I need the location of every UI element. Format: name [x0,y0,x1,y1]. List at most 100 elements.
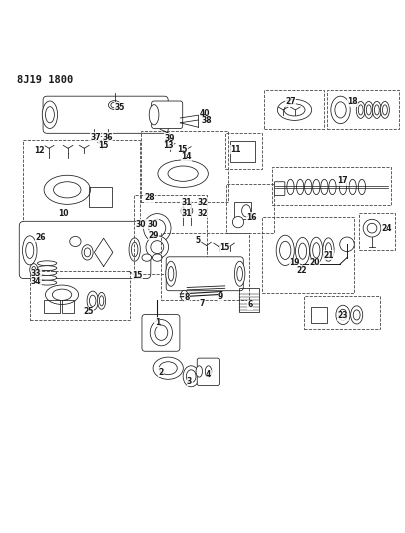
Bar [359,213,394,249]
Text: 38: 38 [201,116,212,125]
Ellipse shape [380,101,389,118]
FancyBboxPatch shape [274,182,285,196]
Text: 12: 12 [34,146,44,155]
Ellipse shape [287,179,294,195]
Ellipse shape [375,105,379,115]
Ellipse shape [149,219,166,237]
Text: 7: 7 [199,299,205,308]
Ellipse shape [181,290,188,301]
Text: 36: 36 [102,133,113,142]
Bar [44,300,60,313]
FancyBboxPatch shape [166,257,243,290]
Bar [234,202,251,219]
Text: 17: 17 [338,176,348,185]
Ellipse shape [358,105,363,115]
Ellipse shape [298,243,307,259]
Ellipse shape [150,320,173,346]
Ellipse shape [279,241,291,260]
Circle shape [232,216,244,228]
Bar [141,131,228,202]
Text: 9: 9 [218,292,223,301]
Ellipse shape [155,325,168,341]
Text: 32: 32 [197,198,208,207]
Ellipse shape [37,265,57,271]
Ellipse shape [45,107,54,123]
Ellipse shape [351,306,363,324]
Ellipse shape [339,309,347,320]
Bar [134,195,207,274]
Ellipse shape [296,237,310,265]
Ellipse shape [356,101,365,118]
Ellipse shape [323,238,334,261]
Circle shape [340,237,354,252]
Ellipse shape [37,276,57,280]
Text: 1: 1 [155,318,160,327]
Text: 16: 16 [247,213,257,222]
Ellipse shape [90,295,96,306]
Ellipse shape [364,101,373,118]
Bar [30,271,130,320]
Ellipse shape [158,160,208,188]
Ellipse shape [37,271,57,276]
Text: 30: 30 [136,220,146,229]
Text: 10: 10 [58,209,68,217]
Text: 20: 20 [309,258,320,267]
Text: 39: 39 [164,134,175,143]
Text: 19: 19 [289,258,300,267]
Ellipse shape [339,179,347,195]
Text: 31: 31 [181,209,192,217]
Ellipse shape [30,264,38,276]
Bar [161,233,249,300]
Text: 40: 40 [199,109,210,118]
Ellipse shape [42,101,58,128]
Text: 8J19 1800: 8J19 1800 [17,75,73,85]
Ellipse shape [44,175,90,204]
Text: 24: 24 [381,224,391,233]
Ellipse shape [70,237,81,247]
Text: 29: 29 [148,230,158,239]
FancyBboxPatch shape [19,221,151,279]
Ellipse shape [321,179,328,195]
Text: 25: 25 [83,307,94,316]
Text: 33: 33 [31,269,41,278]
Bar [23,140,140,227]
Bar [311,307,327,323]
Ellipse shape [367,105,371,115]
Text: 30: 30 [148,220,158,229]
Ellipse shape [142,254,151,261]
Text: 32: 32 [197,209,208,217]
Text: 11: 11 [230,145,241,154]
Ellipse shape [98,292,106,309]
Bar [264,90,324,130]
Text: 15: 15 [177,145,188,154]
Ellipse shape [237,266,243,281]
Bar [226,184,273,233]
Ellipse shape [331,96,350,124]
Ellipse shape [196,366,202,377]
Text: 31: 31 [181,198,192,207]
Text: 23: 23 [338,311,348,320]
Text: 35: 35 [115,102,125,111]
Ellipse shape [153,357,183,379]
Ellipse shape [37,261,57,265]
Ellipse shape [277,100,312,120]
Ellipse shape [296,179,304,195]
Ellipse shape [82,245,93,260]
Circle shape [151,241,164,254]
Ellipse shape [23,236,37,265]
Text: 37: 37 [90,133,101,142]
Text: 15: 15 [98,141,109,150]
Ellipse shape [186,370,196,383]
Ellipse shape [313,179,320,195]
Ellipse shape [37,280,57,285]
Ellipse shape [181,207,185,214]
Ellipse shape [335,102,346,118]
Text: 22: 22 [296,266,307,275]
Bar [230,141,255,163]
Ellipse shape [284,104,305,116]
Ellipse shape [242,205,251,217]
Ellipse shape [329,179,336,195]
Bar [89,187,112,207]
Ellipse shape [168,266,174,281]
Ellipse shape [234,261,245,286]
